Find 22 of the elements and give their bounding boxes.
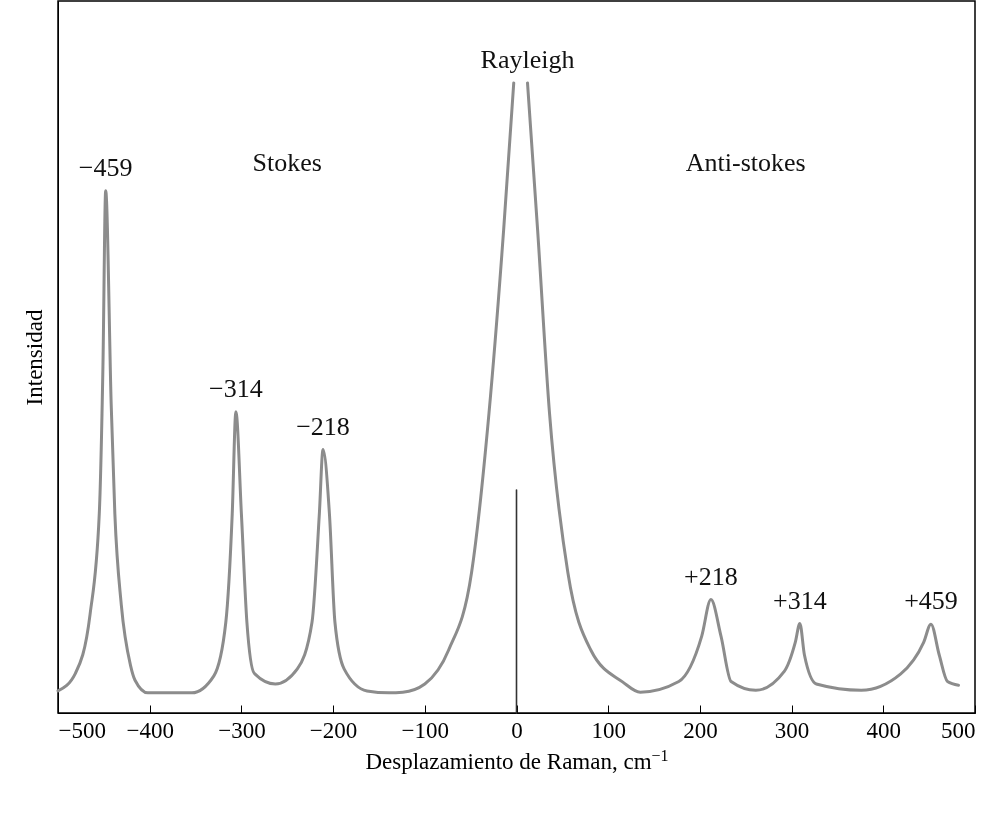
x-tick-label: 0 bbox=[511, 717, 523, 743]
annotation: −218 bbox=[296, 411, 350, 441]
annotation: +314 bbox=[773, 585, 827, 615]
y-axis-title: Intensidad bbox=[21, 309, 47, 406]
x-tick-label: −300 bbox=[218, 717, 266, 743]
x-tick-label: −100 bbox=[401, 717, 450, 743]
x-axis-title: Desplazamiento de Raman, cm$^{−1}$ bbox=[365, 746, 669, 774]
annotation: +459 bbox=[904, 586, 958, 616]
annotation: −314 bbox=[209, 373, 263, 403]
x-tick-label: −200 bbox=[309, 717, 358, 743]
x-tick-label: 500 bbox=[941, 717, 976, 743]
annotation: +218 bbox=[684, 561, 738, 591]
annotation: Anti-stokes bbox=[685, 148, 806, 177]
annotation: −459 bbox=[78, 152, 133, 182]
annotation: Rayleigh bbox=[480, 44, 575, 74]
x-tick-label: 200 bbox=[683, 717, 718, 743]
x-tick-label: −500 bbox=[58, 717, 106, 743]
annotation: Stokes bbox=[252, 148, 322, 177]
x-tick-label: −400 bbox=[126, 717, 174, 743]
x-tick-label: 300 bbox=[774, 717, 810, 743]
x-tick-label: 400 bbox=[866, 717, 902, 743]
x-tick-label: 100 bbox=[591, 717, 626, 743]
